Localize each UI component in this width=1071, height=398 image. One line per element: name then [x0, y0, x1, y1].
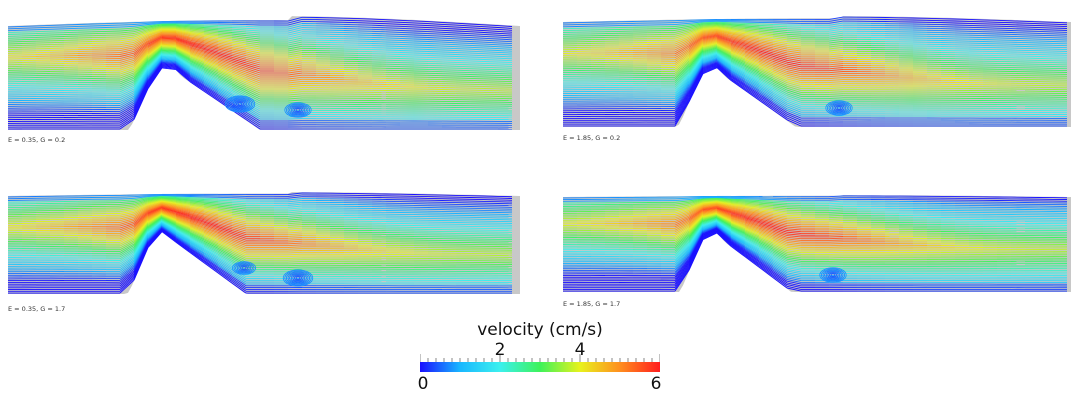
- panel-label-2: E = 1.85, G = 0.2: [563, 134, 621, 142]
- colorbar-tick-min: 0: [417, 374, 429, 394]
- velocity-colorbar: velocity (cm/s) 2 4 0 6: [417, 320, 662, 398]
- streamline-plot: [563, 16, 1071, 128]
- panel-label-4: E = 1.85, G = 1.7: [563, 300, 621, 308]
- colorbar-tick-mid-1: 2: [494, 340, 506, 360]
- streamline-panel-1: [8, 6, 520, 134]
- streamline-panel-2: [563, 6, 1071, 131]
- streamline-plot: [563, 195, 1071, 292]
- panel-label-3: E = 0.35, G = 1.7: [8, 305, 66, 313]
- colorbar-title: velocity (cm/s): [477, 320, 603, 340]
- streamline-panel-3: [8, 180, 520, 298]
- colorbar-bar: [420, 362, 660, 372]
- streamline-plot: [8, 16, 520, 131]
- panel-label-1: E = 0.35, G = 0.2: [8, 136, 66, 144]
- colorbar-gradient: [420, 354, 660, 372]
- streamline-plot: [8, 192, 520, 294]
- colorbar-tick-mid-2: 4: [574, 340, 586, 360]
- colorbar-tick-max: 6: [650, 374, 662, 394]
- streamline-panel-4: [563, 183, 1071, 296]
